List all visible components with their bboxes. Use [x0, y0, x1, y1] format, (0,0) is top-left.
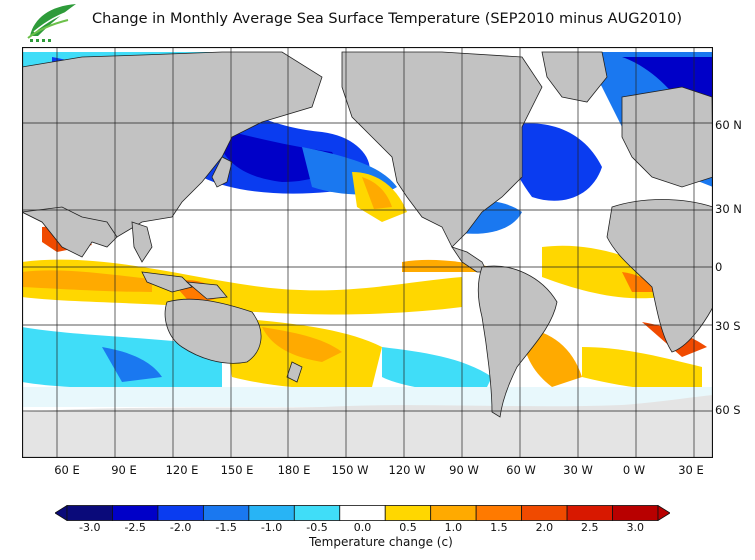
colorbar-cell: [612, 505, 659, 521]
colorbar-cell: [339, 505, 386, 521]
colorbar-tick-label: 2.0: [535, 521, 554, 534]
lat-label: 0: [715, 260, 723, 274]
colorbar-cell: [384, 505, 432, 521]
colorbar-cell: [566, 505, 613, 521]
lat-label: 60 S: [715, 403, 741, 417]
colorbar-tick-label: 3.0: [626, 521, 645, 534]
lon-label: 120 E: [165, 463, 199, 477]
colorbar-cell: [430, 505, 477, 521]
lat-label: 30 N: [715, 202, 742, 216]
colorbar-tick-label: -2.5: [124, 521, 146, 534]
lon-label: 60 W: [506, 463, 536, 477]
lon-label: 150 W: [331, 463, 369, 477]
colorbar-cell: [202, 505, 250, 521]
colorbar-cell: [248, 505, 295, 521]
colorbar-cell: [112, 505, 159, 521]
colorbar: [55, 505, 670, 521]
colorbar-tick-label: 2.5: [581, 521, 599, 534]
colorbar-tick-label: 1.5: [490, 521, 508, 534]
colorbar-arrow-high: [657, 505, 670, 521]
colorbar-tick-label: 1.0: [444, 521, 463, 534]
colorbar-tick-label: 0.5: [399, 521, 417, 534]
lon-label: 90 E: [111, 463, 137, 477]
colorbar-tick-label: 0.0: [353, 521, 372, 534]
colorbar-tick-label: -0.5: [306, 521, 328, 534]
lon-label: 60 E: [54, 463, 80, 477]
lat-label: 60 N: [715, 118, 742, 132]
lon-label: 0 W: [622, 463, 646, 477]
colorbar-tick-label: -1.5: [215, 521, 237, 534]
graticule: [22, 47, 713, 458]
colorbar-tick-label: -1.0: [260, 521, 283, 534]
colorbar-label: Temperature change (c): [309, 535, 453, 549]
colorbar-cell: [66, 505, 113, 521]
colorbar-cell: [293, 505, 341, 521]
colorbar-tick-label: -3.0: [78, 521, 101, 534]
land-masses: [22, 51, 713, 418]
lon-label: 180 E: [277, 463, 311, 477]
lon-label: 150 E: [220, 463, 254, 477]
map-frame: [22, 47, 713, 458]
map-title: Change in Monthly Average Sea Surface Te…: [92, 11, 682, 27]
colorbar-tick-label: -2.0: [169, 521, 192, 534]
lon-label: 90 W: [449, 463, 479, 477]
lon-label: 120 W: [388, 463, 426, 477]
lon-label: 30 E: [678, 463, 704, 477]
lon-label: 30 W: [563, 463, 593, 477]
observatory-logo: [27, 4, 76, 42]
colorbar-cell: [475, 505, 523, 521]
colorbar-arrow-low: [55, 505, 68, 521]
sst-change-map: [22, 47, 713, 458]
colorbar-cell: [157, 505, 204, 521]
colorbar-cell: [521, 505, 568, 521]
lat-label: 30 S: [715, 319, 741, 333]
